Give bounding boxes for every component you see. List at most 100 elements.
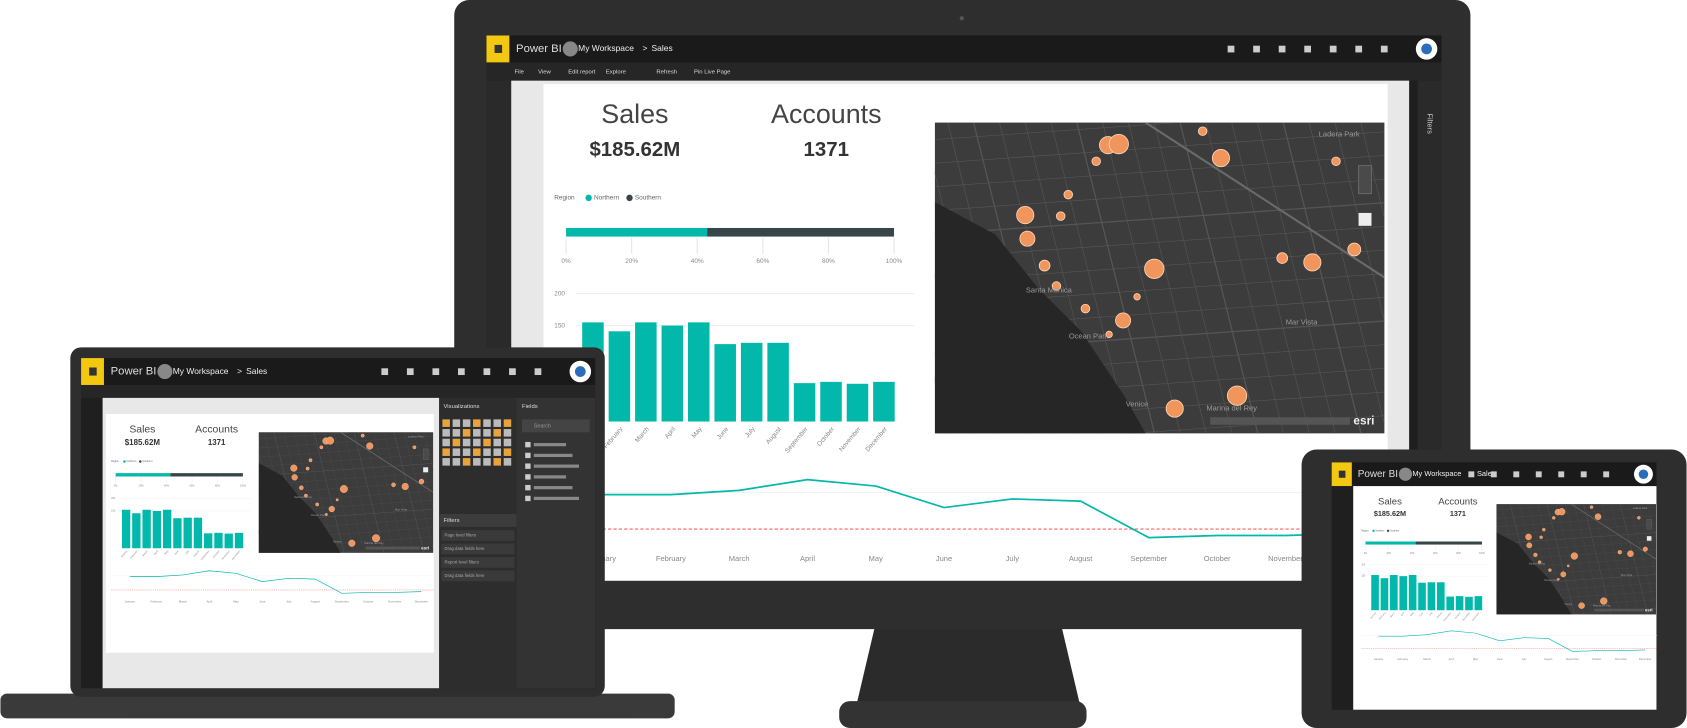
road xyxy=(1565,504,1593,615)
report-name: Sales xyxy=(1477,469,1496,478)
road xyxy=(934,131,1385,164)
y-tick-label: 150 xyxy=(1361,576,1366,578)
map-credit: esri xyxy=(421,545,429,550)
x-tick-label: October xyxy=(1592,657,1602,661)
map-label: Ocean Park xyxy=(311,513,327,517)
x-tick-label: May xyxy=(869,554,883,563)
workspace-name: My Workspace xyxy=(578,43,634,53)
map-marker xyxy=(1303,253,1322,272)
x-tick-label: May xyxy=(1410,612,1415,617)
y-tick-label: 200 xyxy=(1361,564,1366,566)
visual-icon xyxy=(483,419,491,427)
map-marker xyxy=(1637,516,1641,520)
x-tick-label: April xyxy=(1400,611,1406,617)
header-icon xyxy=(483,368,491,376)
bar xyxy=(224,533,233,549)
bar xyxy=(1436,582,1445,611)
bar xyxy=(1455,596,1464,611)
road xyxy=(1610,504,1639,615)
top-bar: Power BI My Workspace > Sales xyxy=(486,35,1442,63)
x-tick-label: November xyxy=(1462,611,1471,621)
map-marker xyxy=(1552,516,1556,520)
x-tick-label: January xyxy=(1370,611,1378,620)
map-marker xyxy=(304,493,308,498)
visual-icon xyxy=(493,448,502,456)
x-tick-label: May xyxy=(1473,657,1479,661)
bar xyxy=(234,532,244,549)
monitor-base xyxy=(839,701,1087,728)
field-name xyxy=(533,475,567,479)
map-marker xyxy=(1276,252,1289,264)
kpi-value: 1371 xyxy=(1450,509,1466,518)
x-tick-label: August xyxy=(1069,554,1093,563)
x-tick-label: January xyxy=(125,599,136,603)
map-marker xyxy=(1080,303,1091,314)
bar xyxy=(635,322,657,422)
map-marker xyxy=(326,436,335,445)
visual-icon xyxy=(473,429,481,437)
map-label: Santa Monica xyxy=(1026,285,1073,294)
legend-label: Southern xyxy=(635,195,662,202)
map-label: Marina del Rey xyxy=(1593,603,1612,607)
visual-icon xyxy=(503,429,512,437)
kpi-title: Sales xyxy=(1378,496,1402,507)
x-tick-label: October xyxy=(1204,554,1231,563)
x-tick-label: September xyxy=(200,550,210,561)
bar xyxy=(1380,578,1389,611)
x-tick-label: April xyxy=(206,599,212,603)
bar xyxy=(608,331,631,422)
road xyxy=(1282,122,1362,434)
bar xyxy=(873,381,895,422)
stacked-bar-segment xyxy=(170,473,243,477)
bar xyxy=(793,383,816,422)
x-tick-label: November xyxy=(1615,657,1627,661)
x-tick-label: 60% xyxy=(756,258,769,265)
legend-swatch xyxy=(139,460,142,463)
map-marker xyxy=(324,513,328,516)
report: Sales $185.62M Accounts 1371 Region Northern S… xyxy=(1361,496,1658,661)
breadcrumb-separator: > xyxy=(237,366,242,376)
header-icon xyxy=(1380,45,1388,53)
x-tick-label: 80% xyxy=(215,485,221,488)
map-marker xyxy=(366,442,374,450)
launcher-icon xyxy=(1338,470,1346,478)
road xyxy=(1619,504,1648,615)
visual-icon xyxy=(462,448,471,456)
visual-icon xyxy=(452,458,461,466)
header-icon xyxy=(1355,45,1363,53)
x-tick-label: 40% xyxy=(1410,553,1415,555)
field-icon xyxy=(525,484,531,491)
x-tick-label: January xyxy=(1374,657,1384,661)
road xyxy=(1496,524,1657,536)
map-marker xyxy=(299,485,304,490)
legend-swatch xyxy=(1372,529,1375,532)
ocean xyxy=(1496,532,1572,615)
map-marker xyxy=(1347,242,1362,257)
road xyxy=(1179,122,1259,434)
visual-icon xyxy=(503,448,512,456)
x-tick-label: December xyxy=(415,599,428,603)
kpi-title: Accounts xyxy=(195,424,238,435)
filter-item: Report level filters xyxy=(445,560,479,565)
locate-control xyxy=(1358,212,1372,226)
x-tick-label: 40% xyxy=(164,485,170,488)
x-tick-label: August xyxy=(1544,657,1553,661)
visual-icon xyxy=(483,438,491,447)
header-icon xyxy=(1490,471,1497,478)
map-marker xyxy=(1144,258,1165,279)
road xyxy=(1102,122,1181,434)
bar xyxy=(714,344,736,422)
x-tick-label: 20% xyxy=(1387,553,1392,555)
x-tick-label: 0% xyxy=(114,485,118,488)
attribution xyxy=(1210,417,1350,425)
legend-label: Northern xyxy=(127,460,137,463)
legend-swatch xyxy=(626,194,633,202)
visual-icon xyxy=(452,438,461,447)
bar xyxy=(767,342,789,422)
bar xyxy=(204,533,213,549)
visual-icon xyxy=(503,438,512,447)
road xyxy=(393,432,425,553)
field-icon xyxy=(525,452,531,459)
x-tick-label: June xyxy=(936,554,952,563)
